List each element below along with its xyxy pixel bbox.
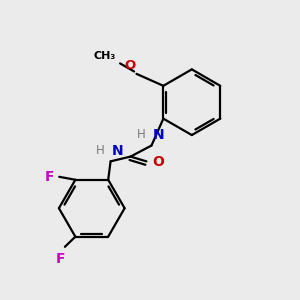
Text: H: H (137, 128, 146, 141)
Text: F: F (56, 252, 65, 266)
Text: F: F (44, 170, 54, 184)
Text: O: O (152, 155, 164, 169)
Text: CH₃: CH₃ (93, 51, 116, 61)
Text: N: N (112, 144, 123, 158)
Text: H: H (96, 144, 105, 157)
Text: O: O (124, 59, 136, 72)
Text: N: N (153, 128, 165, 142)
